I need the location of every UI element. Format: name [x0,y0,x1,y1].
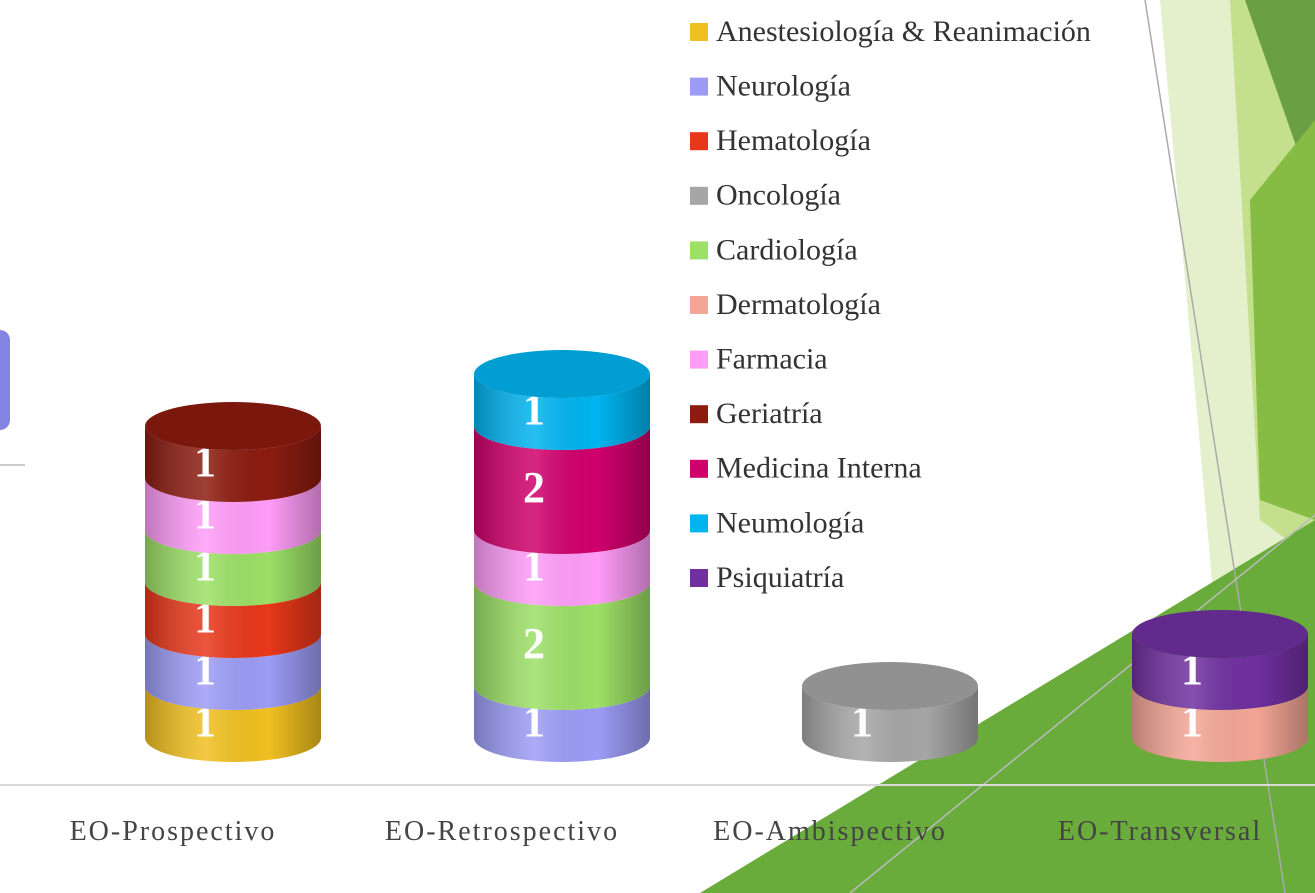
value-label: 1 [523,541,545,590]
segment-shade [145,478,321,554]
value-label: 1 [194,645,216,694]
segment-shade [1132,686,1308,762]
segment-shade [145,530,321,606]
value-label: 1 [194,697,216,746]
value-label: 1 [194,437,216,486]
cylinder-cap [474,350,650,398]
legend-label: Anestesiología & Reanimación [716,15,1091,48]
segment-shade [145,686,321,762]
legend-label: Dermatología [716,288,881,321]
x-tick-label: EO-Prospectivo [70,816,277,847]
legend: Anestesiología & Reanimación Neurología He… [690,15,1091,594]
legend-label: Neumología [716,506,864,539]
legend-swatch [690,77,708,96]
cylinder-cap-shade [1132,610,1308,658]
legend-label: Hematología [716,124,871,157]
legend-label: Psiquiatría [716,561,844,594]
legend-label: Cardiología [716,233,858,266]
value-label: 1 [194,541,216,590]
segment-shade [474,582,650,710]
value-label: 1 [523,385,545,434]
legend-swatch [690,350,708,369]
cylinder-cap-shade [145,402,321,450]
value-label: 1 [851,697,873,746]
segment-shade [145,426,321,502]
segment-shade [474,426,650,554]
value-label: 1 [1181,697,1203,746]
segment-shade [474,530,650,606]
segment-shade [145,582,321,658]
value-label: 1 [194,593,216,642]
legend-swatch [690,241,708,260]
value-label: 1 [194,489,216,538]
segment-shade [474,686,650,762]
legend-label: Medicina Interna [716,452,922,485]
segment-shade [474,374,650,450]
legend-swatch [690,405,708,424]
value-label: 2 [523,463,545,512]
value-label: 1 [1181,645,1203,694]
cylinder-cap [145,402,321,450]
x-tick-label: EO-Retrospectivo [385,816,619,847]
legend-swatch [690,132,708,151]
legend-label: Farmacia [716,342,828,375]
value-label: 2 [523,619,545,668]
segment-shade [145,634,321,710]
legend-label: Neurología [716,69,851,102]
x-tick-label: EO-Transversal [1058,816,1262,847]
plot: 111111EO-Prospectivo12121EO-Retrospectiv… [70,350,1308,847]
legend-swatch [690,514,708,533]
legend-label: Geriatría [716,397,823,430]
cylinder-cap-shade [474,350,650,398]
cylinder-cap-shade [802,662,978,710]
legend-swatch [690,569,708,587]
cylinder-cap [802,662,978,710]
legend-swatch [690,186,708,205]
legend-swatch [690,296,708,314]
legend-label: Oncología [716,179,841,212]
legend-swatch [690,23,708,41]
segment-shade [1132,634,1308,710]
x-tick-label: EO-Ambispectivo [713,816,947,847]
legend-swatch [690,459,708,478]
value-label: 1 [523,697,545,746]
segment-shade [802,686,978,762]
cylinder-cap [1132,610,1308,658]
